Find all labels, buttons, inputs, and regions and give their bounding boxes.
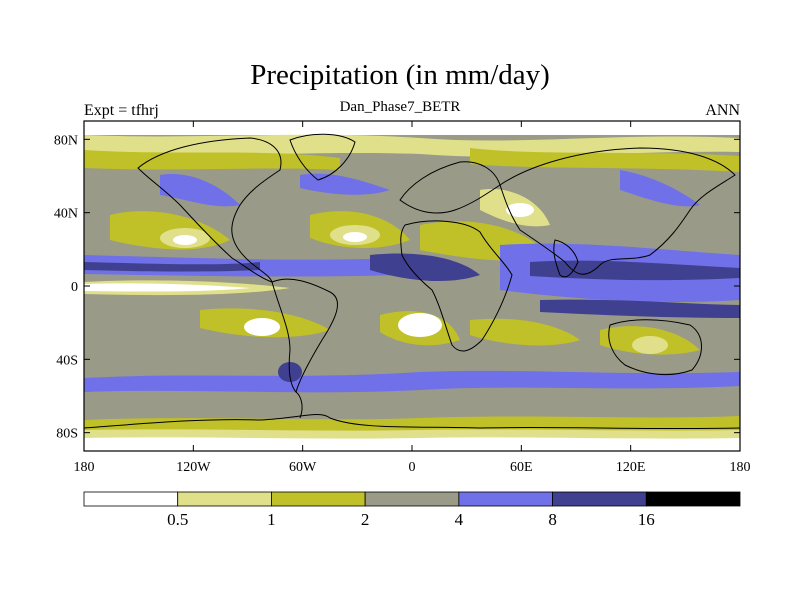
- coast-africa: [400, 220, 513, 352]
- lon-tick-label: 180: [730, 460, 751, 475]
- coast-greenland: [289, 133, 356, 181]
- coast-north-america: [137, 137, 282, 283]
- coast-antarctic-peninsula: [295, 391, 303, 419]
- colorbar-box: [271, 491, 366, 507]
- colorbar-boxes: [83, 491, 741, 507]
- field-cold-tongue-white: [84, 283, 250, 292]
- colorbar-label: 8: [548, 510, 557, 529]
- lon-tick-label: 180: [74, 460, 95, 475]
- colorbar-label: 0.5: [167, 510, 188, 529]
- colorbar-label: 2: [361, 510, 370, 529]
- coast-australia: [608, 319, 702, 375]
- season-label: ANN: [705, 102, 740, 119]
- lon-tick-label: 60E: [510, 460, 533, 475]
- plot-title: Precipitation (in mm/day): [250, 59, 550, 91]
- colorbar-labels: 0.5 1 2 4 8 16: [167, 510, 655, 529]
- colorbar-box: [552, 491, 647, 507]
- colorbar-box: [177, 491, 272, 507]
- field-patagonia-dark: [278, 362, 302, 382]
- field-satl-white: [398, 313, 442, 337]
- field-southern-storm: [84, 370, 740, 393]
- field-npac-storm: [160, 174, 240, 207]
- lon-tick-label: 0: [409, 460, 416, 475]
- colorbar-box: [364, 491, 460, 507]
- field-arctic-light: [84, 134, 740, 157]
- colorbar-box: [645, 491, 741, 507]
- coast-south-america: [271, 278, 338, 394]
- field-warm-pool-dark: [530, 260, 740, 281]
- plot-subtitle: Dan_Phase7_BETR: [339, 99, 461, 115]
- lon-tick-label: 120W: [176, 460, 211, 475]
- field-natl-white: [343, 232, 367, 242]
- field-spcz-dark: [540, 299, 740, 318]
- field-antarctic-white: [84, 437, 740, 451]
- colorbar-label: 4: [455, 510, 464, 529]
- field-arctic-mid: [84, 150, 340, 170]
- field-nwpac-storm: [620, 170, 700, 207]
- lat-tick-label: 80S: [56, 427, 78, 442]
- field-mideast-white: [506, 203, 534, 217]
- colorbar-label: 16: [638, 510, 655, 529]
- lat-tick-label: 40N: [54, 207, 78, 222]
- coast-antarctica: [84, 414, 740, 430]
- field-sepac-white: [244, 318, 280, 336]
- field-sio-mid: [470, 318, 580, 346]
- field-itcz-east-dark: [84, 262, 260, 272]
- longitude-ticks: 180 120W 60W 0 60E 120E 180: [74, 121, 751, 475]
- field-nepac-white: [173, 235, 197, 245]
- lat-tick-label: 40S: [56, 353, 78, 368]
- colorbar-box: [83, 491, 179, 507]
- colorbar-label: 1: [267, 510, 276, 529]
- field-africa-wet: [370, 253, 480, 282]
- lon-tick-label: 60W: [289, 460, 317, 475]
- latitude-ticks: 80N 40N 0 40S 80S: [54, 133, 740, 442]
- map-fill-layer: [84, 121, 740, 451]
- coastlines: [84, 133, 740, 430]
- coast-india: [553, 239, 579, 278]
- lon-tick-label: 120E: [616, 460, 646, 475]
- experiment-label: Expt = tfhrj: [84, 102, 159, 119]
- lat-tick-label: 0: [71, 280, 78, 295]
- colorbar-box: [458, 491, 553, 507]
- field-australia-light: [632, 336, 668, 354]
- coast-asia: [499, 147, 736, 275]
- field-arctic-dry: [84, 121, 740, 135]
- lat-tick-label: 80N: [54, 133, 78, 148]
